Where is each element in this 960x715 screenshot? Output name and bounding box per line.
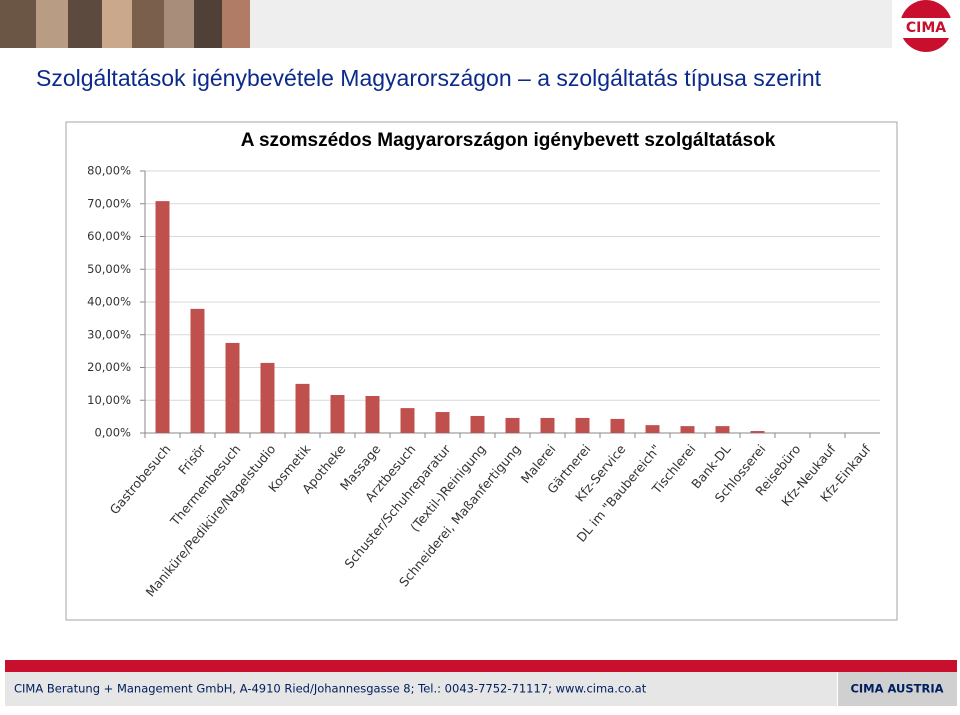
y-tick-label: 20,00% [87,360,131,374]
bar [155,201,170,433]
bar [225,342,240,433]
y-tick-label: 60,00% [87,229,131,243]
bar [505,417,520,433]
logo-band [900,18,952,38]
bar [400,408,415,433]
y-tick-label: 40,00% [87,295,131,309]
bar [575,417,590,433]
bar [470,415,485,433]
bar [330,395,345,433]
bar [190,308,205,433]
bar [260,362,275,433]
footer-band [5,660,957,672]
bar [540,417,555,433]
bar [435,412,450,433]
bar [610,418,625,433]
chart-title: A szomszédos Magyarországon igénybevett … [241,130,776,151]
footer-brand: CIMA AUSTRIA [850,682,943,696]
photo-strip [0,0,892,48]
y-tick-label: 0,00% [94,426,131,440]
footer-brand-bg [838,672,957,706]
y-tick-label: 10,00% [87,393,131,407]
bar [645,425,660,433]
y-tick-label: 50,00% [87,262,131,276]
logo: CIMA [906,20,946,36]
bar [715,426,730,433]
y-tick-label: 80,00% [87,164,131,178]
bar [295,383,310,433]
y-tick-label: 70,00% [87,196,131,210]
footer-text: CIMA Beratung + Management GmbH, A-4910 … [14,682,647,696]
y-tick-label: 30,00% [87,327,131,341]
bar [365,395,380,433]
bar [750,431,765,433]
footer-bg [5,672,837,706]
bar [680,426,695,433]
slide-title: Szolgáltatások igénybevétele Magyarorszá… [36,65,822,91]
